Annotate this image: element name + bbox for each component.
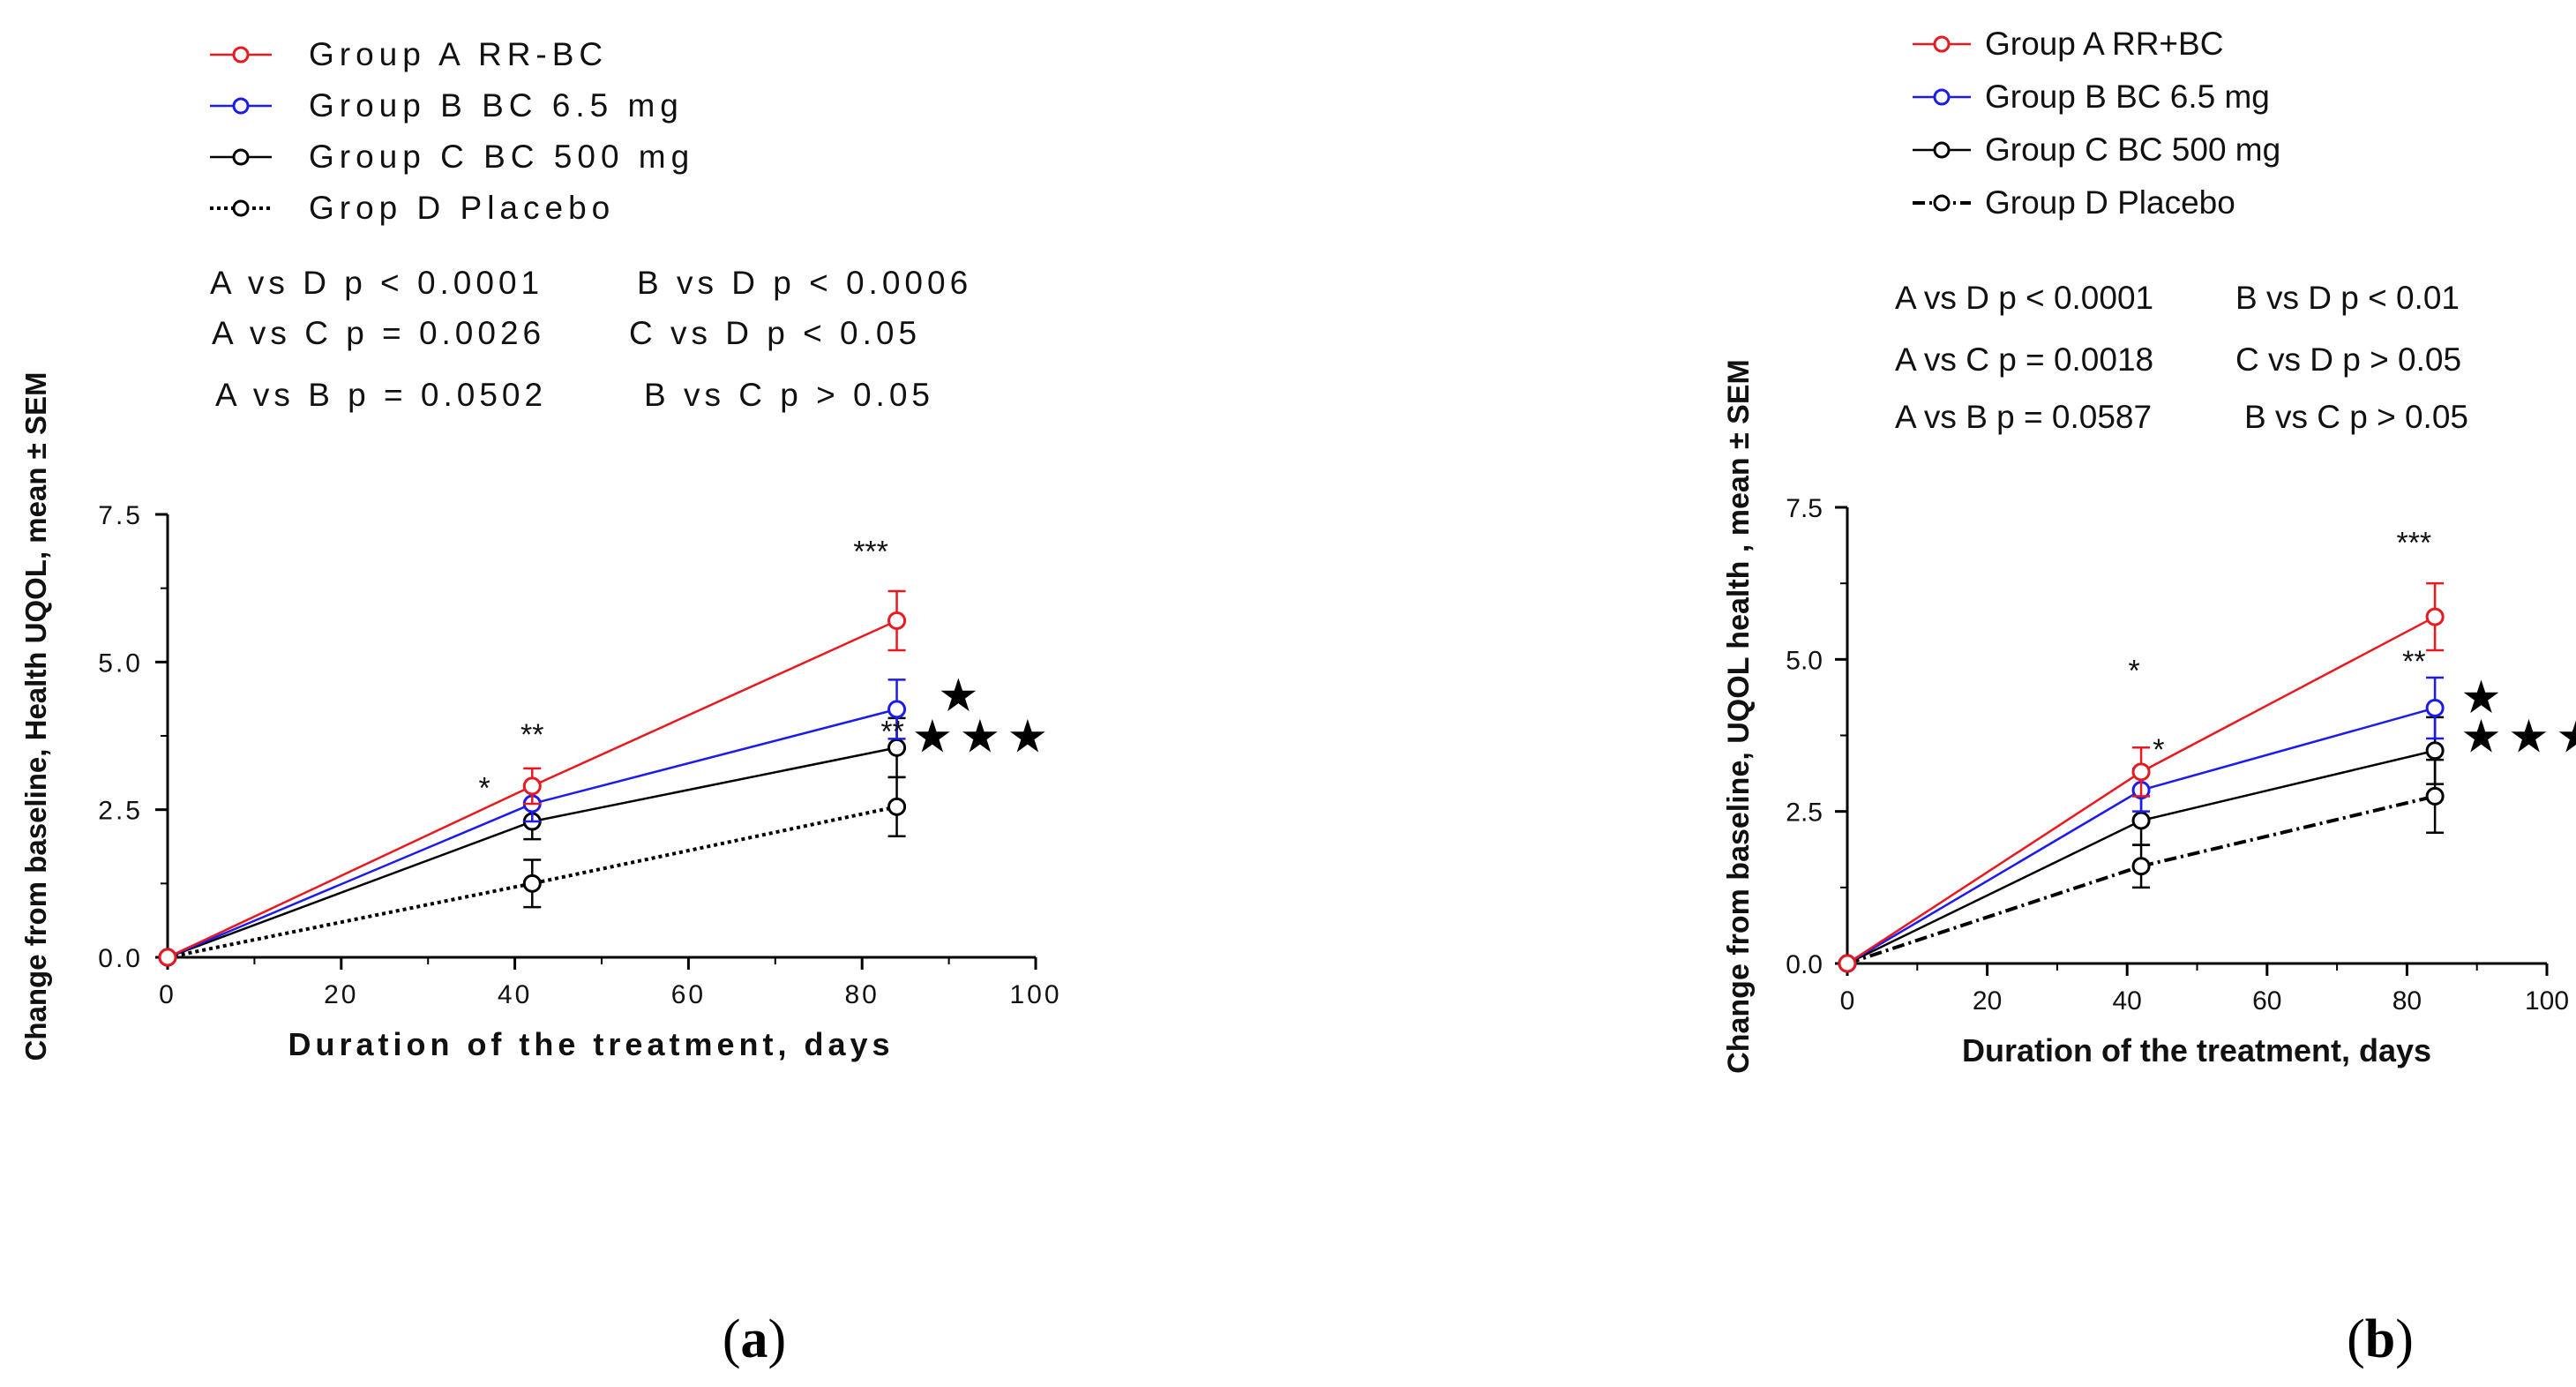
legend-label: Group B BC 6.5 mg xyxy=(1985,79,2270,115)
x-tick-label: 60 xyxy=(2252,986,2281,1016)
legend-swatch-marker xyxy=(1933,88,1951,106)
legend-label: Group C BC 500 mg xyxy=(309,139,694,175)
caption-letter: b xyxy=(2365,1309,2395,1369)
stat-text: B vs C p > 0.05 xyxy=(644,377,934,413)
significance-asterisks: * xyxy=(2153,733,2164,767)
significance-asterisks: *** xyxy=(853,536,888,569)
significance-star-marker: ★ ★ ★ xyxy=(914,714,1045,760)
stat-text: C vs D p < 0.05 xyxy=(629,315,921,351)
panel-caption: (a) xyxy=(723,1309,786,1369)
legend-label: Group A RR-BC xyxy=(309,36,608,72)
caption-open-paren: ( xyxy=(2347,1309,2365,1369)
x-axis-label: Duration of the treatment, days xyxy=(1962,1032,2431,1068)
panel-caption: (b) xyxy=(2347,1309,2414,1369)
caption-close-paren: ) xyxy=(768,1309,787,1369)
x-tick-label: 40 xyxy=(498,980,532,1009)
legend-label: Group C BC 500 mg xyxy=(1985,131,2280,168)
caption-open-paren: ( xyxy=(723,1309,741,1369)
significance-asterisks: ** xyxy=(520,718,543,752)
y-tick-label: 7.5 xyxy=(98,501,143,530)
significance-star-marker: ★ xyxy=(940,672,977,718)
data-point xyxy=(887,611,907,630)
y-tick-label: 7.5 xyxy=(1786,494,1823,523)
data-point xyxy=(887,700,907,719)
legend-label: Group D Placebo xyxy=(1985,184,2235,221)
x-tick-label: 100 xyxy=(2525,986,2569,1016)
x-tick-label: 20 xyxy=(1973,986,2002,1016)
data-point xyxy=(522,873,542,893)
stat-text: C vs D p > 0.05 xyxy=(2235,341,2461,378)
series-group-a xyxy=(158,589,907,967)
series-group-c xyxy=(1838,716,2445,973)
legend-swatch-marker xyxy=(232,199,250,217)
data-point xyxy=(2131,811,2151,830)
x-tick-label: 100 xyxy=(1009,980,1061,1009)
data-point xyxy=(522,776,542,796)
data-point xyxy=(158,948,177,967)
y-tick-label: 2.5 xyxy=(98,797,143,826)
significance-star-marker: ★ xyxy=(2463,674,2499,720)
x-tick-label: 80 xyxy=(845,980,880,1009)
y-axis-label: Change from baseline, UQOL health , mean… xyxy=(1722,359,1756,1074)
x-tick-label: 0 xyxy=(1840,986,1855,1016)
legend-label: Group A RR+BC xyxy=(1985,26,2223,62)
data-point xyxy=(887,797,907,816)
y-tick-label: 0.0 xyxy=(98,944,143,973)
x-tick-label: 0 xyxy=(159,980,176,1009)
x-tick-label: 80 xyxy=(2393,986,2422,1016)
y-tick-label: 2.5 xyxy=(1786,798,1823,828)
legend-swatch-marker xyxy=(1933,35,1951,53)
significance-asterisks: * xyxy=(479,771,490,805)
significance-asterisks: *** xyxy=(2396,527,2431,560)
caption-letter: a xyxy=(741,1309,768,1369)
stat-text: A vs D p < 0.0001 xyxy=(210,265,543,301)
legend-label: Grop D Placebo xyxy=(309,190,615,226)
stat-text: B vs C p > 0.05 xyxy=(2244,399,2468,435)
legend-swatch-marker xyxy=(232,46,250,64)
y-axis-label: Change from baseline, Health UQOL, mean … xyxy=(19,372,52,1061)
data-point xyxy=(2425,698,2445,717)
data-point xyxy=(2425,786,2445,806)
data-point xyxy=(1838,954,1857,973)
panel-a-chart: 0 20 40 60 80 100 0.0 2.5 5.0 7.5 Duration of the … xyxy=(19,36,1061,1369)
data-point xyxy=(2425,741,2445,761)
stat-text: B vs D p < 0.0006 xyxy=(637,265,972,301)
significance-star-marker: ★ ★ ★ xyxy=(2463,714,2576,760)
significance-asterisks: * xyxy=(2129,654,2140,687)
significance-asterisks: ** xyxy=(2402,645,2425,679)
legend-swatch-marker xyxy=(232,148,250,166)
y-tick-label: 0.0 xyxy=(1786,950,1823,979)
stat-text: A vs C p = 0.0018 xyxy=(1895,341,2153,378)
y-tick-label: 5.0 xyxy=(1786,646,1823,675)
stat-text: B vs D p < 0.01 xyxy=(2235,280,2460,316)
x-axis-label: Duration of the treatment, days xyxy=(288,1026,894,1062)
series-group-a xyxy=(1838,581,2445,973)
stat-text: A vs B p = 0.0587 xyxy=(1895,399,2152,435)
data-point xyxy=(2131,857,2151,876)
stat-text: A vs B p = 0.0502 xyxy=(215,377,547,413)
legend-swatch-marker xyxy=(1933,194,1951,212)
data-point xyxy=(2131,762,2151,782)
caption-close-paren: ) xyxy=(2395,1309,2414,1369)
stat-text: A vs C p = 0.0026 xyxy=(212,315,545,351)
x-tick-label: 40 xyxy=(2113,986,2142,1016)
data-point xyxy=(2425,607,2445,626)
y-tick-label: 5.0 xyxy=(98,649,143,678)
legend-swatch-marker xyxy=(232,97,250,115)
x-tick-label: 60 xyxy=(671,980,706,1009)
series-line xyxy=(1846,794,2436,965)
stat-text: A vs D p < 0.0001 xyxy=(1895,280,2153,316)
panel-b-chart: 0 20 40 60 80 100 0.0 2.5 5.0 7.5 Duration of the … xyxy=(1722,26,2576,1369)
legend-label: Group B BC 6.5 mg xyxy=(309,87,684,124)
legend-swatch-marker xyxy=(1933,141,1951,159)
significance-asterisks: ** xyxy=(880,716,903,749)
x-tick-label: 20 xyxy=(324,980,358,1009)
